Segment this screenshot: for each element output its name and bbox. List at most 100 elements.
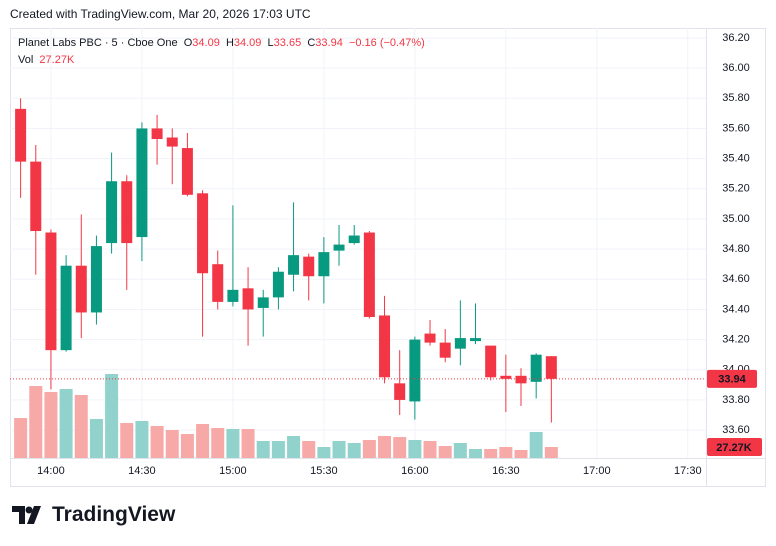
legend: Planet Labs PBC · 5 · Cboe One O34.09 H3… <box>18 35 425 69</box>
candle-body <box>212 264 224 302</box>
last-price-label: 33.94 <box>718 374 746 386</box>
x-tick-label: 15:00 <box>219 465 247 477</box>
ohlc-prefix: C <box>307 37 316 49</box>
candle-body <box>439 342 451 358</box>
ohlc-value: 34.09 <box>233 37 262 49</box>
y-tick-label: 35.00 <box>722 213 750 225</box>
candle-body <box>318 252 330 277</box>
volume-bar <box>165 430 179 458</box>
y-tick-label: 33.80 <box>722 394 750 406</box>
volume-bar <box>302 441 316 458</box>
ohlc-prefix: L <box>267 37 274 49</box>
candle-body <box>90 246 102 313</box>
volume-bar <box>150 426 164 458</box>
y-tick-label: 34.40 <box>722 303 750 315</box>
symbol: Planet Labs PBC · 5 · Cboe One <box>18 37 178 49</box>
last-volume-label: 27.27K <box>716 442 752 454</box>
candle-body <box>333 244 345 251</box>
volume-bar <box>317 447 331 458</box>
volume-bar <box>499 447 513 458</box>
y-tick-label: 35.40 <box>722 153 750 165</box>
y-tick-label: 35.20 <box>722 183 750 195</box>
volume-bar <box>423 441 437 458</box>
x-tick-label: 14:00 <box>37 465 65 477</box>
y-tick-label: 36.20 <box>722 32 750 44</box>
candle-body <box>227 289 239 302</box>
x-tick-label: 17:30 <box>674 465 702 477</box>
volume-bar <box>287 436 301 458</box>
candle-body <box>197 193 209 274</box>
y-tick-label: 35.80 <box>722 92 750 104</box>
volume-bar <box>514 450 528 458</box>
volume-bar <box>378 436 392 458</box>
legend-row: Vol 27.27K <box>18 52 425 69</box>
volume-bar <box>393 437 407 458</box>
volume-bar <box>226 429 240 458</box>
ohlc-value: 34.09 <box>192 37 220 49</box>
volume-bar <box>408 440 422 458</box>
volume-bar <box>544 447 558 458</box>
volume-bar <box>29 386 43 458</box>
ohlc-prefix: H <box>225 37 234 49</box>
volume-bar <box>484 449 498 458</box>
volume-bar <box>347 442 361 458</box>
y-tick-label: 33.60 <box>722 424 750 436</box>
x-tick-label: 16:00 <box>401 465 429 477</box>
ohlc-prefix: O <box>183 37 193 49</box>
candle-body <box>500 375 512 379</box>
candle-body <box>166 137 178 147</box>
candle-body <box>30 161 42 232</box>
last-price-box <box>707 369 757 388</box>
y-tick-label: 36.00 <box>722 62 750 74</box>
volume-bar <box>332 441 346 458</box>
candle-body <box>409 339 421 402</box>
candle-body <box>545 356 557 379</box>
y-tick-label: 35.60 <box>722 122 750 134</box>
candle-body <box>515 375 527 384</box>
volume-bar <box>196 423 210 458</box>
volume-bar <box>469 449 483 458</box>
volume-value: 27.27K <box>39 54 75 66</box>
volume-bar <box>105 374 119 458</box>
candle-body <box>181 148 193 195</box>
candle-body <box>15 108 27 162</box>
volume-bar <box>362 440 376 458</box>
volume-bar <box>89 419 103 458</box>
volume-bar <box>211 428 225 458</box>
candle-body <box>45 232 57 351</box>
volume-bar <box>256 441 270 458</box>
candle-body <box>60 265 72 351</box>
candle-body <box>379 315 391 378</box>
candle-body <box>288 255 300 275</box>
candle-body <box>303 256 315 277</box>
volume-bar <box>14 418 28 458</box>
candle-body <box>151 128 163 140</box>
candle-body <box>136 128 148 238</box>
candle-body <box>121 181 133 244</box>
volume-bar <box>180 433 194 458</box>
volume-name: Vol <box>18 54 34 66</box>
x-tick-label: 17:00 <box>583 465 611 477</box>
y-tick-label: 34.60 <box>722 273 750 285</box>
candle-body <box>348 235 360 244</box>
volume-bar <box>241 429 255 458</box>
y-tick-label: 34.20 <box>722 334 750 346</box>
x-tick-label: 16:30 <box>492 465 520 477</box>
chart-frame <box>10 28 766 487</box>
x-tick-label: 14:30 <box>128 465 156 477</box>
logo: TradingView <box>12 503 175 527</box>
volume-bar <box>120 422 134 458</box>
candle-body <box>454 338 466 349</box>
x-tick-label: 15:30 <box>310 465 338 477</box>
volume-bar <box>453 442 467 458</box>
candle-body <box>75 265 87 313</box>
volume-bar <box>135 421 149 458</box>
created-note: Created with TradingView.com, Mar 20, 20… <box>10 7 311 21</box>
candle-body <box>470 338 482 342</box>
candle-body <box>272 271 284 298</box>
volume-bar <box>74 395 88 458</box>
y-tick-label: 34.80 <box>722 243 750 255</box>
candle-body <box>424 333 436 343</box>
